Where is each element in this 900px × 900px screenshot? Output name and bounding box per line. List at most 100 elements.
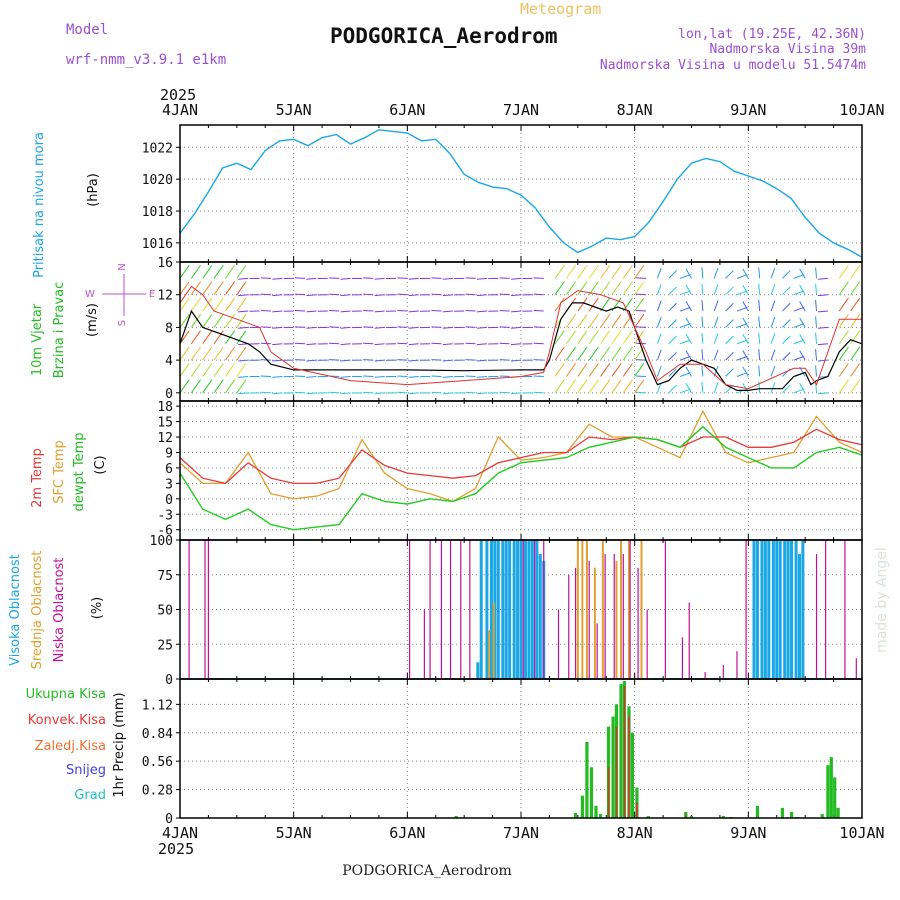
wind-arrow (600, 264, 611, 279)
precip-bar (721, 815, 725, 818)
pressure-line (179, 129, 863, 258)
wind-arrow (736, 339, 748, 345)
wind-arrow (363, 342, 374, 345)
wind-arrow (295, 293, 306, 296)
ytick-label: 1022 (142, 141, 173, 156)
wind-arrow (668, 302, 677, 312)
wind-arrow (850, 330, 861, 345)
precip-ylabel: 1hr Precip (mm) (112, 692, 127, 797)
wind-arrow (179, 314, 190, 328)
wind-arrow (236, 379, 247, 394)
date-label-top: 7JAN (503, 101, 539, 119)
wind-arrow (611, 264, 622, 279)
date-label-bottom: 6JAN (389, 824, 425, 842)
wind-arrow (793, 388, 805, 394)
wind-arrow (713, 284, 719, 295)
wind-arrow (668, 335, 677, 345)
ytick-label: 0 (165, 673, 173, 688)
precip-bar (755, 805, 760, 818)
wind-arrow (600, 330, 611, 345)
wind-arrow (742, 284, 749, 295)
wind-arrow (656, 300, 662, 312)
wind-arrow (476, 392, 487, 395)
precip-bar (628, 716, 630, 818)
wind-arrow (363, 293, 374, 296)
wind-arrow (431, 342, 442, 345)
date-label-bottom: 7JAN (503, 824, 539, 842)
wind-arrow (238, 326, 249, 329)
wind-arrow (679, 339, 691, 345)
precip-bar (580, 795, 584, 818)
wind-arrow (588, 363, 599, 377)
wind-arrow (850, 363, 861, 377)
wind-arrow (272, 375, 283, 378)
wind-arrow (533, 375, 544, 377)
wind-arrow (225, 314, 236, 328)
wind-arrow (634, 379, 645, 394)
wind-arrow (225, 264, 236, 279)
wind-arrow (329, 293, 340, 296)
wind-arrow (838, 363, 849, 377)
wind-arrow (295, 391, 306, 394)
wind-arrow (725, 302, 734, 312)
wind-arrow (190, 264, 201, 279)
wind-arrow (782, 270, 791, 279)
wind-arrow (850, 264, 861, 279)
wind-arrow (600, 314, 611, 328)
wind-arrow (476, 359, 487, 362)
wind-arrow (736, 323, 748, 328)
date-label-top: 6JAN (389, 101, 425, 119)
wind-arrow (179, 264, 190, 279)
wind-arrow (190, 297, 201, 312)
wind-arrow (510, 310, 522, 313)
wind-arrow (799, 383, 806, 394)
wind-arrow (329, 326, 340, 328)
wind-arrow (634, 281, 645, 295)
wind-arrow (272, 310, 283, 313)
t2m-line (179, 428, 863, 485)
wind-arrow (656, 284, 662, 295)
wind-arrow (782, 351, 791, 361)
wind-arrow (238, 375, 249, 378)
wind-arrow (340, 392, 351, 395)
wind-arrow (213, 297, 224, 312)
wind-arrow (636, 293, 647, 296)
wind-arrow (476, 277, 487, 280)
wind-arrow (758, 300, 761, 312)
wind-arrow (656, 267, 662, 279)
wind-arrow (340, 359, 351, 362)
wind-arrow (374, 294, 385, 297)
legend-hail: Grad (74, 788, 106, 803)
wind-arrow (600, 379, 611, 394)
wind-arrow (238, 277, 249, 280)
wind-arrow (679, 388, 691, 394)
wind-arrow (363, 359, 374, 361)
wind-arrow (782, 335, 791, 345)
precip-bar (573, 812, 578, 818)
wind-arrow (499, 293, 510, 296)
svg-text:E: E (149, 289, 155, 300)
wind-arrow (465, 326, 476, 328)
ytick-label: 100 (150, 534, 173, 549)
wind-arrow (374, 343, 385, 346)
wind-arrow (736, 355, 748, 361)
wind-arrow (713, 300, 719, 312)
wind-arrow (295, 342, 306, 345)
wind-arrow (817, 359, 828, 362)
wind-arrow (685, 383, 692, 394)
wind-arrow (408, 326, 419, 329)
wind-arrow (622, 330, 633, 345)
wind-arrow (202, 346, 213, 361)
date-label-bottom: 4JAN (162, 824, 198, 842)
ytick-label: 0.84 (142, 727, 173, 742)
wind-arrow (306, 294, 317, 297)
wind-barbs (179, 264, 861, 395)
ytick-label: 1020 (142, 173, 173, 188)
wind-arrow (600, 297, 611, 312)
wind-arrow (510, 392, 522, 395)
wind-arrow (408, 359, 419, 362)
date-label-top: 5JAN (276, 101, 312, 119)
wind-arrow (701, 332, 704, 344)
wind-arrow (397, 359, 408, 361)
